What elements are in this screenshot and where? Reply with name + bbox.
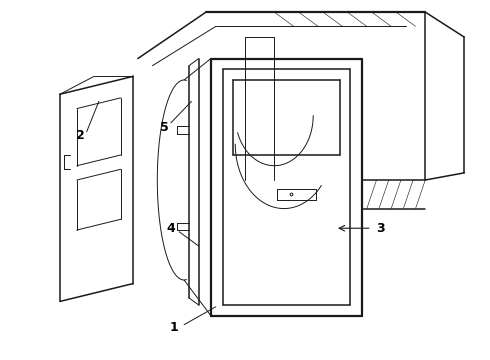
Text: 3: 3	[376, 222, 385, 235]
Text: 2: 2	[76, 129, 85, 142]
Text: 4: 4	[167, 222, 175, 235]
Text: 5: 5	[160, 121, 169, 134]
Text: 1: 1	[170, 321, 179, 334]
